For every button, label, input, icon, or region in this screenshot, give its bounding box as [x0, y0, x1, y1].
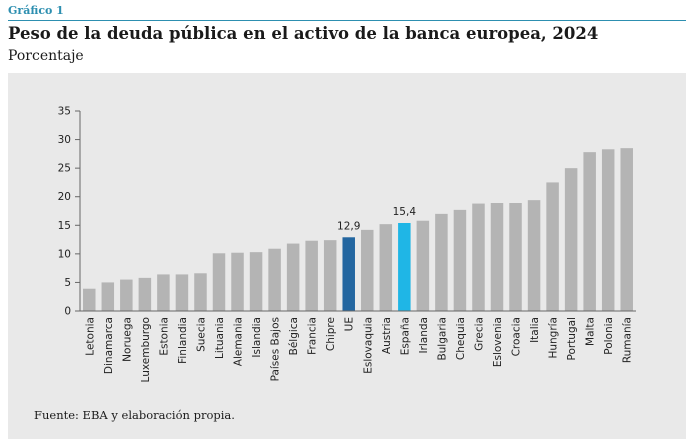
x-tick-label: Bélgica	[288, 317, 300, 355]
bar	[157, 274, 170, 311]
x-tick-label: Suecia	[195, 317, 207, 352]
header-rule	[8, 20, 686, 21]
x-tick-label: Dinamarca	[103, 317, 115, 374]
x-tick-label: Portugal	[566, 317, 578, 361]
bar	[305, 240, 318, 311]
x-tick-label: Francia	[307, 317, 319, 355]
data-label: 15,4	[393, 206, 417, 218]
x-tick-label: Rumanía	[622, 317, 634, 363]
bar	[601, 149, 615, 311]
x-tick-label: Grecia	[473, 317, 485, 351]
y-tick-label: 0	[64, 306, 71, 318]
y-tick-label: 15	[58, 220, 71, 232]
bar	[583, 152, 596, 311]
data-label: 12,9	[337, 220, 360, 232]
bar	[546, 182, 559, 311]
bar	[509, 203, 522, 311]
bar	[175, 274, 189, 311]
x-tick-label: Islandia	[251, 317, 263, 358]
y-tick-label: 5	[64, 277, 71, 289]
bar	[212, 253, 226, 311]
bar	[435, 213, 448, 311]
y-axis: 0 5 10 15 20 25 30 35	[58, 106, 81, 318]
x-tick-label: Finlandia	[177, 317, 189, 364]
bar	[342, 237, 355, 311]
x-tick-label: Austria	[381, 317, 393, 354]
bar	[83, 288, 96, 311]
x-tick-label: España	[399, 317, 411, 355]
bar	[231, 252, 244, 311]
bar	[249, 252, 263, 311]
x-tick-label: Malta	[585, 317, 597, 346]
y-tick-label: 25	[58, 163, 71, 175]
x-tick-label: Letonia	[84, 317, 96, 356]
x-tick-label: Eslovenia	[492, 317, 504, 367]
bar	[138, 277, 152, 311]
bar	[620, 148, 633, 311]
x-tick-label: Italia	[529, 317, 541, 343]
y-tick-label: 35	[58, 106, 71, 118]
bar	[416, 220, 430, 311]
bar	[453, 209, 467, 311]
bar	[194, 273, 207, 311]
x-tick-label: Países Bajos	[270, 317, 282, 381]
bar	[323, 240, 337, 311]
y-tick-label: 10	[58, 248, 71, 260]
x-tick-label: Noruega	[121, 317, 133, 362]
x-axis: Letonia Dinamarca Noruega Luxemburgo Estonia…	[80, 310, 636, 382]
bar	[120, 279, 133, 311]
bar	[101, 282, 115, 311]
x-tick-label: Chequia	[455, 317, 467, 360]
bar	[361, 229, 374, 311]
bar	[490, 203, 504, 311]
figure-label: Gráfico 1	[8, 4, 64, 17]
bar	[472, 203, 485, 311]
x-tick-label: Estonia	[158, 317, 170, 356]
chart-title: Peso de la deuda pública en el activo de…	[8, 24, 599, 43]
x-tick-label: Croacia	[511, 317, 523, 356]
x-tick-label: Alemania	[233, 317, 245, 366]
bar	[564, 168, 578, 311]
chart-subtitle: Porcentaje	[8, 48, 84, 64]
x-tick-label: Chipre	[325, 317, 337, 351]
x-tick-label: Irlanda	[418, 317, 430, 354]
source-note: Fuente: EBA y elaboración propia.	[34, 408, 235, 422]
bars-group: 12,9 15,4	[83, 148, 633, 311]
x-tick-label: Lituania	[214, 317, 226, 359]
bar	[398, 223, 411, 311]
y-tick-label: 20	[58, 191, 71, 203]
bar	[268, 248, 281, 311]
x-tick-label: Hungría	[548, 317, 560, 359]
bar	[379, 224, 393, 311]
y-tick-label: 30	[58, 134, 71, 146]
bar	[286, 243, 300, 311]
x-tick-label: Bulgaria	[436, 317, 448, 361]
x-tick-label: Luxemburgo	[140, 317, 152, 382]
x-tick-label: Polonia	[603, 317, 615, 355]
x-tick-label: Eslovaquia	[362, 317, 374, 374]
x-tick-label: UE	[344, 317, 356, 331]
bar	[527, 200, 541, 311]
